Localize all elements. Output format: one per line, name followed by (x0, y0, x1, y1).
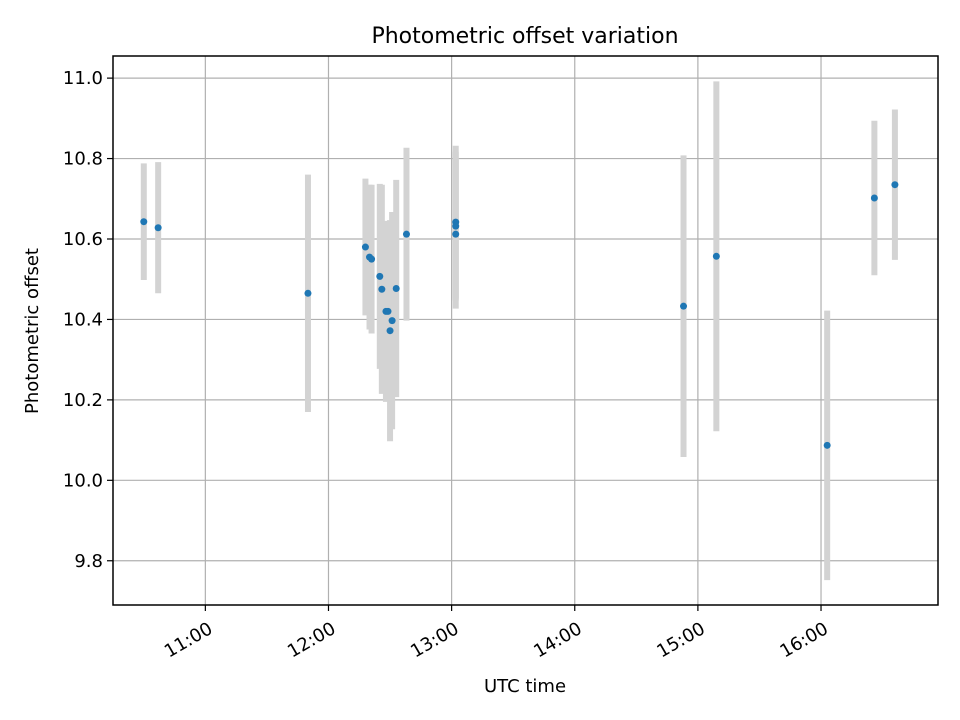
data-point (376, 272, 384, 280)
data-point (388, 317, 396, 325)
data-point (680, 302, 688, 310)
data-point (154, 224, 162, 232)
data-point (368, 255, 376, 263)
data-point (361, 243, 369, 251)
data-point (384, 307, 392, 315)
data-point (891, 181, 899, 189)
data-point (386, 327, 394, 335)
y-tick-label: 10.2 (63, 390, 103, 411)
data-point (304, 289, 312, 297)
data-point (392, 284, 400, 292)
data-point (378, 285, 386, 293)
y-tick-label: 10.8 (63, 149, 103, 170)
data-point (712, 252, 720, 260)
y-tick-label: 10.6 (63, 229, 103, 250)
y-tick-label: 10.4 (63, 309, 103, 330)
data-point (140, 218, 148, 226)
chart-title: Photometric offset variation (371, 24, 678, 49)
data-point (452, 222, 460, 230)
data-point (452, 230, 460, 238)
y-axis: 9.8 10.0 10.2 10.4 10.6 10.8 11.0 (63, 68, 113, 572)
data-point (402, 230, 410, 238)
data-points (140, 181, 899, 449)
y-tick-label: 9.8 (74, 551, 103, 572)
y-tick-label: 10.0 (63, 470, 103, 491)
y-tick-label: 11.0 (63, 68, 103, 89)
grid (113, 56, 938, 605)
data-point (870, 194, 878, 202)
y-axis-label: Photometric offset (22, 248, 43, 414)
data-point (823, 441, 831, 449)
x-axis-label: UTC time (484, 676, 566, 697)
plot-frame (112, 55, 939, 606)
